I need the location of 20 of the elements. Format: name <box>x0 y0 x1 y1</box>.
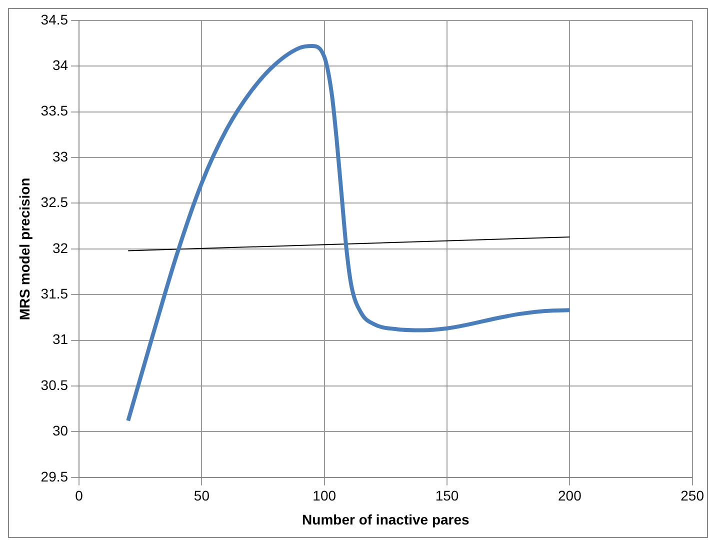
x-tick-label: 200 <box>558 488 582 504</box>
y-tick-label: 34 <box>52 56 68 73</box>
y-tick-label: 32.5 <box>40 194 68 210</box>
x-tick-label: 250 <box>680 488 704 504</box>
x-tick-label: 150 <box>435 488 459 504</box>
x-tick-label: 50 <box>194 488 210 504</box>
y-axis-title: MRS model precision <box>16 178 32 320</box>
y-tick-label: 34.5 <box>40 11 68 28</box>
y-tick-label: 30 <box>52 422 68 439</box>
line-series <box>126 44 572 423</box>
y-tick-label: 29.5 <box>40 468 68 484</box>
y-tick-label: 33.5 <box>40 102 68 119</box>
y-tick-label: 32 <box>52 240 68 256</box>
x-tick-label: 0 <box>75 488 84 504</box>
y-tick-label: 33 <box>52 148 68 164</box>
y-tick-label: 31.5 <box>40 285 68 302</box>
x-tick-label: 100 <box>312 488 336 504</box>
y-tick-label: 31 <box>52 331 68 348</box>
y-tick-label: 30.5 <box>40 376 68 393</box>
x-axis-title: Number of inactive pares <box>302 511 470 528</box>
